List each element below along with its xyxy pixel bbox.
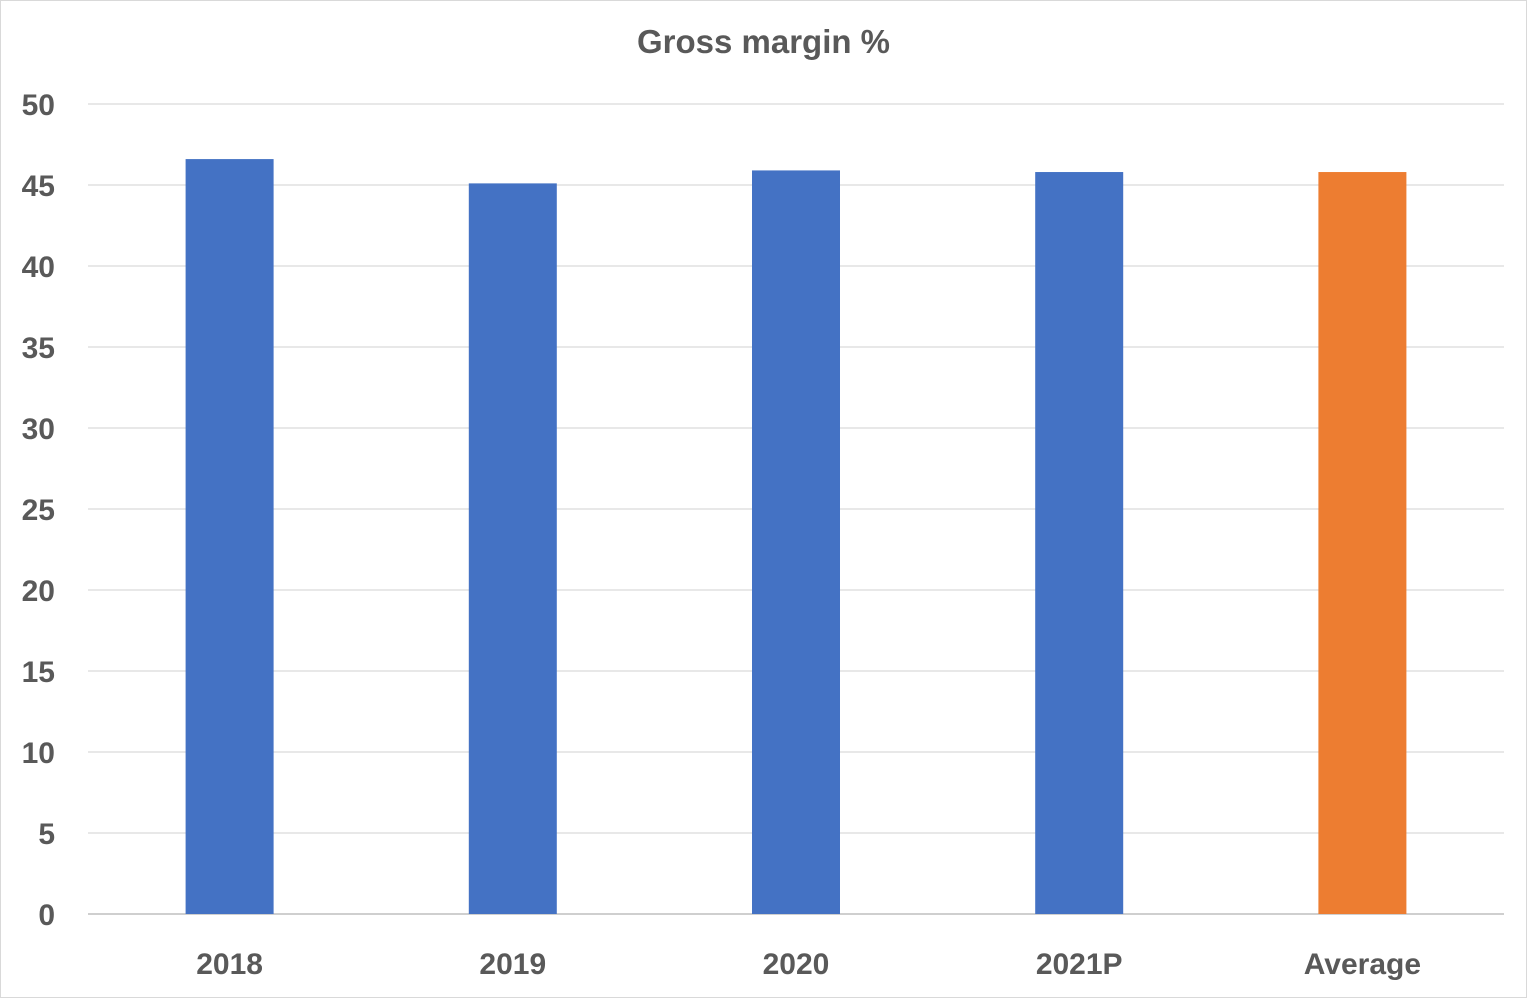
x-tick-label: 2018 [196,948,263,981]
y-tick-label: 45 [22,170,55,203]
bar-average [1318,172,1407,915]
bars [185,159,1407,915]
y-tick-label: 40 [22,251,55,284]
y-tick-label: 35 [22,332,55,365]
x-tick-label: 2021P [1036,948,1123,981]
x-tick-label: Average [1304,948,1421,981]
bar-2018 [185,159,274,914]
y-axis-tick-labels: 0 5 10 15 20 25 30 35 40 45 50 [22,89,55,932]
bar-2021p [1035,172,1124,915]
chart-title: Gross margin % [636,23,891,60]
y-tick-label: 20 [22,575,55,608]
y-tick-label: 50 [22,89,55,122]
bar-2020 [752,170,840,915]
y-tick-label: 25 [22,494,55,527]
x-axis-tick-labels: 2018 2019 2020 2021P Average [196,948,1421,981]
y-tick-label: 10 [22,737,55,770]
y-tick-label: 15 [22,656,55,689]
bar-2019 [468,183,557,914]
x-tick-label: 2019 [479,948,546,981]
y-tick-label: 30 [22,413,55,446]
y-tick-label: 5 [38,818,55,851]
y-tick-label: 0 [38,899,55,932]
x-tick-label: 2020 [763,948,830,981]
